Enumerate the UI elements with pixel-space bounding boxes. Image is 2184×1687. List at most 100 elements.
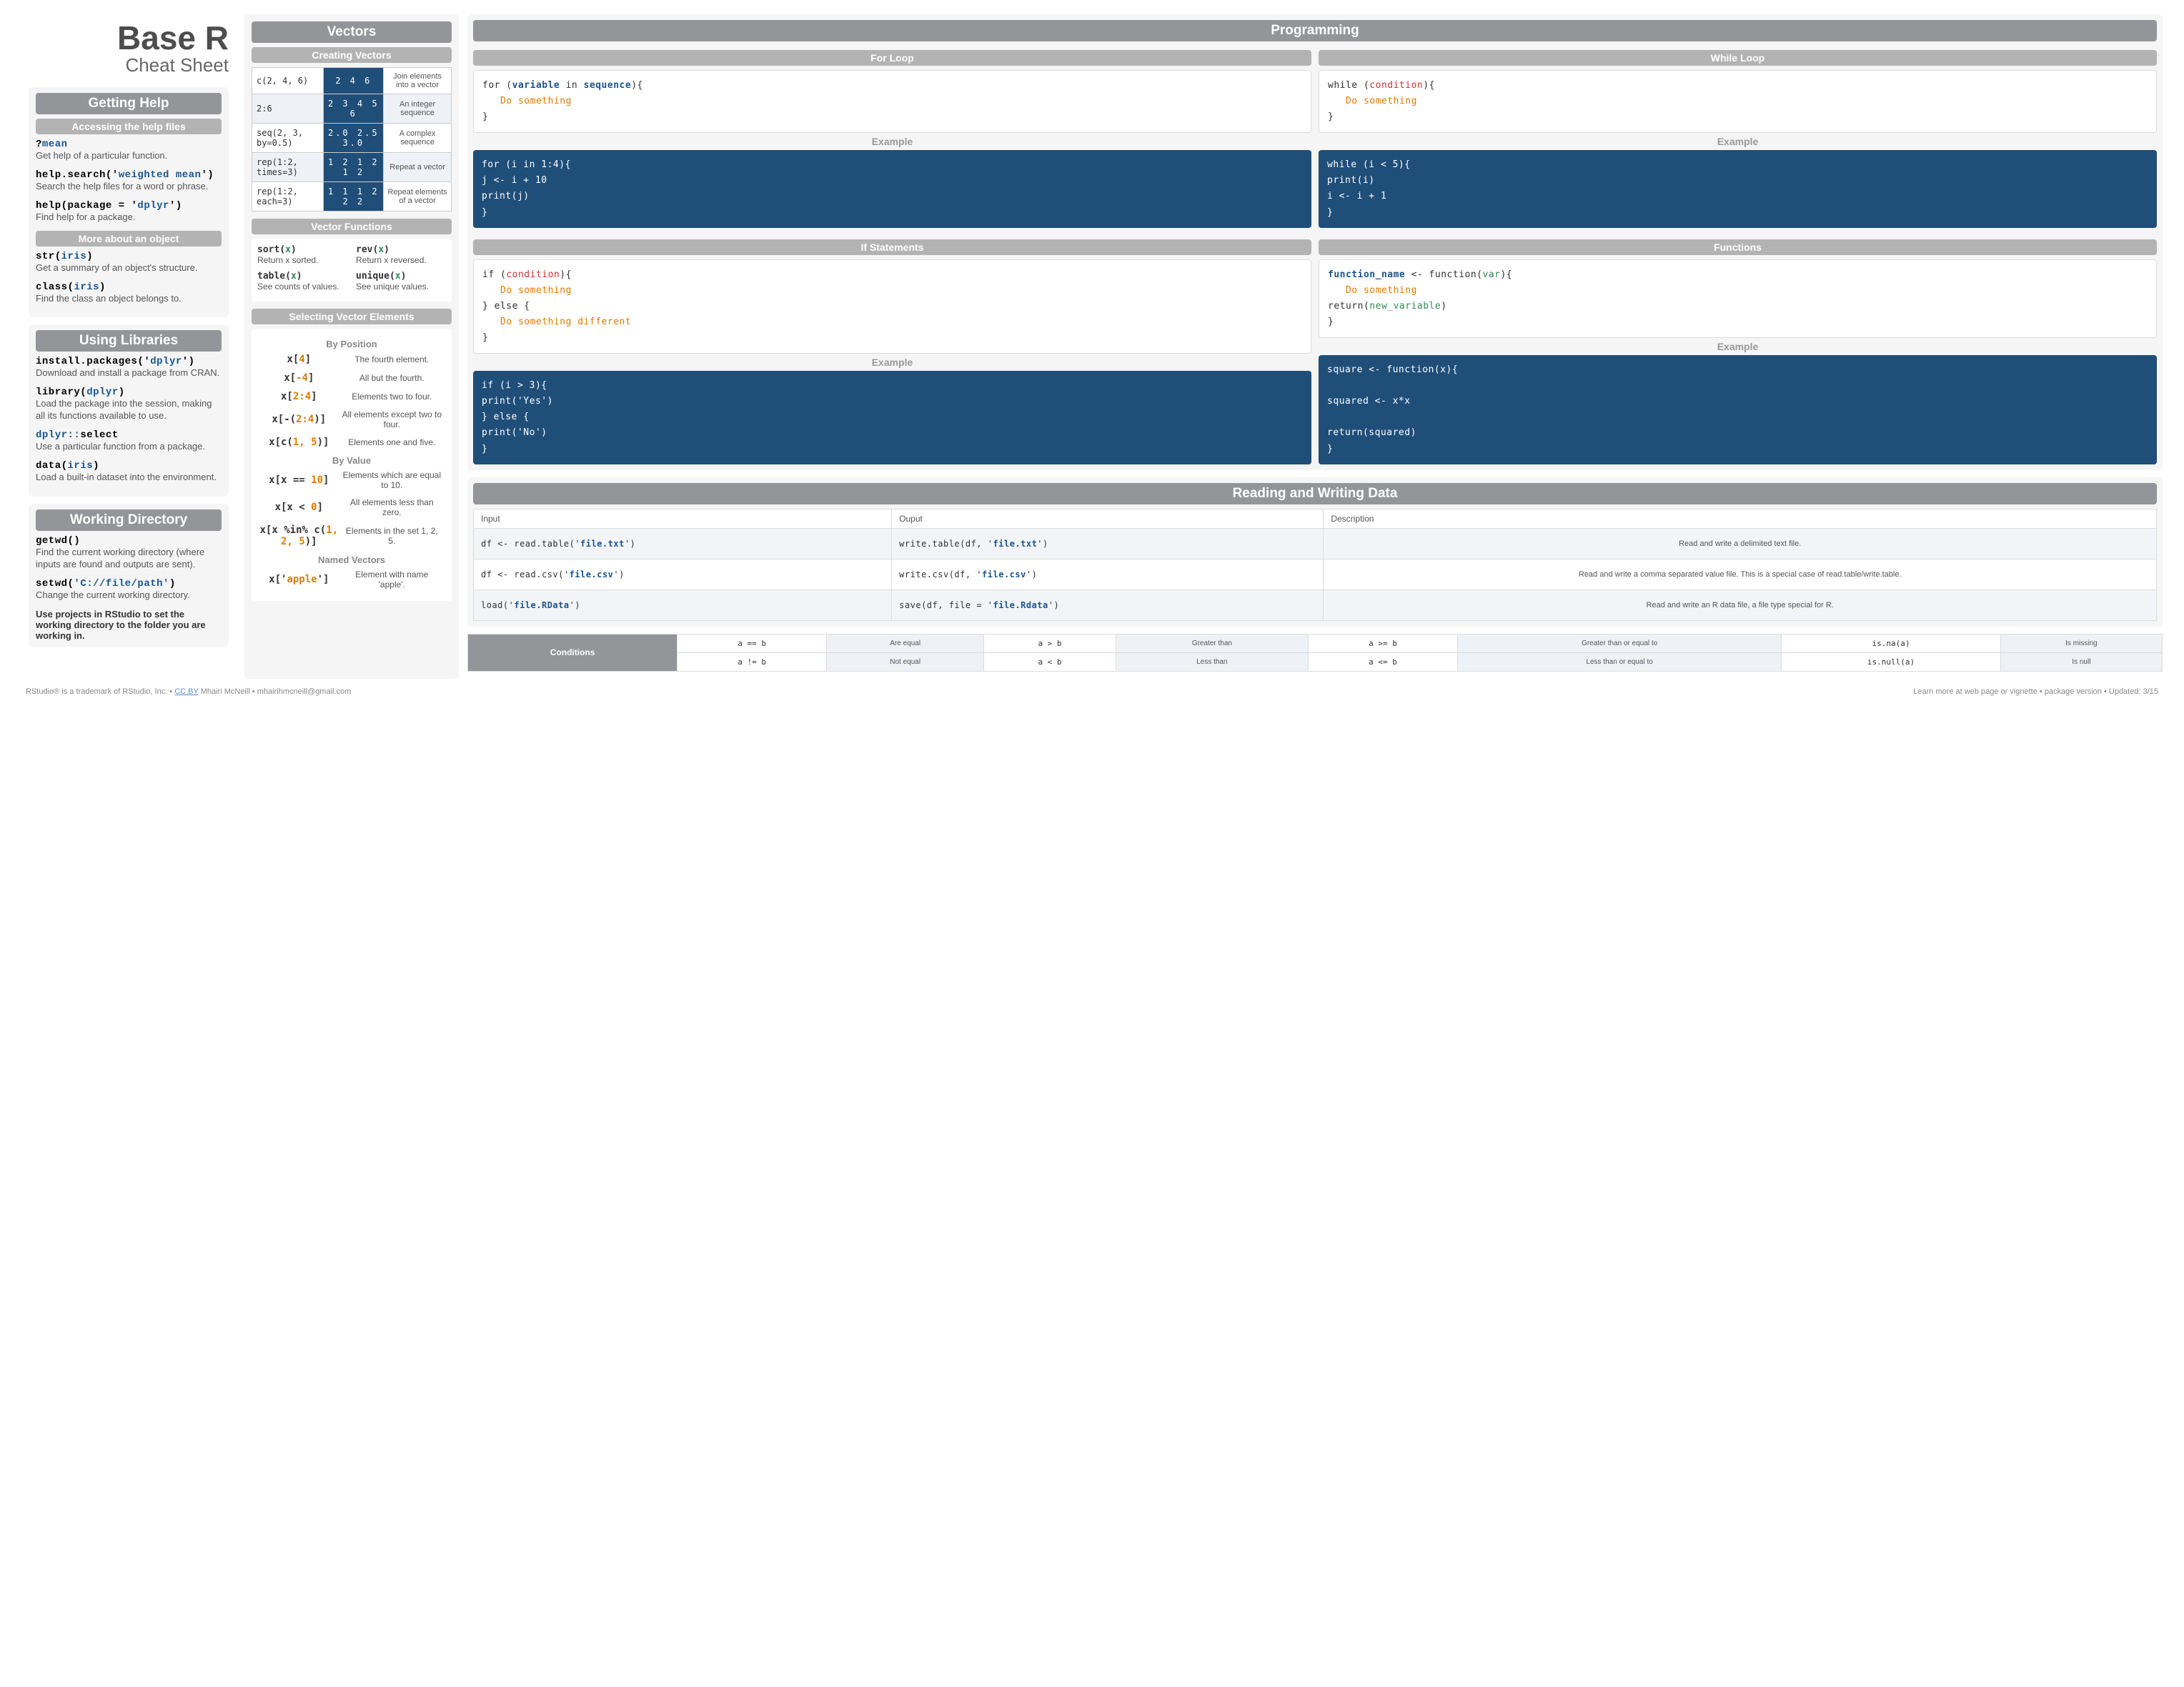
vfunc-code: unique(x) <box>356 271 446 282</box>
vector-funcs-header: Vector Functions <box>252 219 452 234</box>
vfunc-code: sort(x) <box>257 244 347 255</box>
footer: RStudio® is a trademark of RStudio, Inc.… <box>21 687 2163 696</box>
vfunc-desc: Return x sorted. <box>257 255 347 265</box>
io-desc: Read and write a delimited text file. <box>1324 528 2157 559</box>
libs-header: Using Libraries <box>36 330 222 352</box>
vector-funcs-grid: sort(x) Return x sorted. rev(x) Return x … <box>252 239 452 302</box>
cond-op: a != b <box>677 652 827 671</box>
cond-op: a >= b <box>1309 634 1458 652</box>
cond-desc: Greater than or equal to <box>1457 634 1781 652</box>
cond-op: is.null(a) <box>1782 652 2000 671</box>
vectors-header: Vectors <box>252 21 452 43</box>
func-example: square <- function(x){ squared <- x*x re… <box>1319 355 2157 464</box>
getting-help-panel: Getting Help Accessing the help files ?m… <box>29 87 229 317</box>
io-output: write.csv(df, 'file.csv') <box>892 559 1324 589</box>
cond-desc: Less than <box>1116 652 1308 671</box>
if-example: if (i > 3){ print('Yes')} else { print('… <box>473 371 1311 464</box>
vtable-out: 2.0 2.5 3.0 <box>324 124 384 153</box>
vtable-desc: Repeat a vector <box>384 153 452 182</box>
cond-op: a == b <box>677 634 827 652</box>
sel-code: x[c(1, 5)] <box>256 437 342 448</box>
io-header: Reading and Writing Data <box>473 483 2157 504</box>
vfunc-desc: Return x reversed. <box>356 255 446 265</box>
vtable-desc: An integer sequence <box>384 94 452 124</box>
vfunc-code: rev(x) <box>356 244 446 255</box>
sel-desc: Elements one and five. <box>342 437 447 447</box>
help-header: Getting Help <box>36 93 222 114</box>
wd-panel: Working Directory getwd() Find the curre… <box>29 504 229 647</box>
io-output: write.table(df, 'file.txt') <box>892 528 1324 559</box>
vtable-out: 1 2 1 2 1 2 <box>324 153 384 182</box>
create-vectors-table: c(2, 4, 6) 2 4 6 Join elements into a ve… <box>252 67 452 212</box>
io-panel: Reading and Writing Data Input Ouput Des… <box>467 477 2163 627</box>
vtable-desc: Join elements into a vector <box>384 68 452 94</box>
conditions-panel: Conditionsa == bAre equala > bGreater th… <box>467 634 2163 672</box>
vectors-column: Vectors Creating Vectors c(2, 4, 6) 2 4 … <box>244 14 459 679</box>
cond-desc: Greater than <box>1116 634 1308 652</box>
sel-code: x[x %in% c(1, 2, 5)] <box>256 524 342 547</box>
vtable-code: rep(1:2, each=3) <box>252 182 324 212</box>
sel-desc: The fourth element. <box>342 354 447 364</box>
sel-code: x[-4] <box>256 372 342 384</box>
vtable-code: rep(1:2, times=3) <box>252 153 324 182</box>
vfunc-code: table(x) <box>257 271 347 282</box>
sel-desc: All elements except two to four. <box>342 409 447 429</box>
if-template: if (condition){ Do something } else { Do… <box>473 259 1311 354</box>
select-header: Selecting Vector Elements <box>252 309 452 324</box>
cc-link[interactable]: CC BY <box>174 687 198 696</box>
for-example: for (i in 1:4){ j <- i + 10 print(j)} <box>473 150 1311 227</box>
io-input: df <- read.table('file.txt') <box>474 528 892 559</box>
vfunc-desc: See unique values. <box>356 282 446 292</box>
vtable-desc: A complex sequence <box>384 124 452 153</box>
vtable-code: seq(2, 3, by=0.5) <box>252 124 324 153</box>
vtable-out: 2 4 6 <box>324 68 384 94</box>
io-input: load('file.RData') <box>474 589 892 620</box>
more-header: More about an object <box>36 231 222 247</box>
cond-desc: Not equal <box>827 652 984 671</box>
sel-code: x[x < 0] <box>256 502 342 513</box>
io-output: save(df, file = 'file.Rdata') <box>892 589 1324 620</box>
while-example: while (i < 5){ print(i) i <- i + 1} <box>1319 150 2157 227</box>
sel-code: x[4] <box>256 354 342 365</box>
vtable-out: 1 1 1 2 2 2 <box>324 182 384 212</box>
cond-desc: Are equal <box>827 634 984 652</box>
sel-code: x[2:4] <box>256 391 342 402</box>
title-block: Base R Cheat Sheet <box>29 21 229 76</box>
func-template: function_name <- function(var){ Do somet… <box>1319 259 2157 338</box>
sel-code: x[x == 10] <box>256 474 342 486</box>
prog-header: Programming <box>473 20 2157 41</box>
conditions-table: Conditionsa == bAre equala > bGreater th… <box>467 634 2163 672</box>
while-template: while (condition){ Do something } <box>1319 70 2157 133</box>
vtable-desc: Repeat elements of a vector <box>384 182 452 212</box>
programming-panel: Programming For Loop for (variable in se… <box>467 14 2163 470</box>
page-subtitle: Cheat Sheet <box>29 54 229 76</box>
vtable-code: 2:6 <box>252 94 324 124</box>
cond-desc: Is missing <box>2000 634 2162 652</box>
io-desc: Read and write a comma separated value f… <box>1324 559 2157 589</box>
sel-code: x[-(2:4)] <box>256 414 342 425</box>
cond-op: is.na(a) <box>1782 634 2000 652</box>
sel-desc: All but the fourth. <box>342 373 447 383</box>
cond-op: a > b <box>984 634 1116 652</box>
access-header: Accessing the help files <box>36 119 222 134</box>
io-input: df <- read.csv('file.csv') <box>474 559 892 589</box>
sel-desc: Elements two to four. <box>342 392 447 402</box>
cond-op: a < b <box>984 652 1116 671</box>
vtable-out: 2 3 4 5 6 <box>324 94 384 124</box>
sel-desc: Elements in the set 1, 2, 5. <box>342 526 447 546</box>
cond-op: a <= b <box>1309 652 1458 671</box>
sel-desc: Elements which are equal to 10. <box>342 470 447 490</box>
vtable-code: c(2, 4, 6) <box>252 68 324 94</box>
wd-header: Working Directory <box>36 509 222 531</box>
conditions-label: Conditions <box>468 634 677 671</box>
cond-desc: Less than or equal to <box>1457 652 1781 671</box>
vfunc-desc: See counts of values. <box>257 282 347 292</box>
cond-desc: Is null <box>2000 652 2162 671</box>
for-template: for (variable in sequence){ Do something… <box>473 70 1311 133</box>
io-desc: Read and write an R data file, a file ty… <box>1324 589 2157 620</box>
page-title: Base R <box>29 21 229 54</box>
wd-note: Use projects in RStudio to set the worki… <box>36 609 222 641</box>
io-table: Input Ouput Description df <- read.table… <box>473 509 2157 621</box>
libraries-panel: Using Libraries install.packages('dplyr'… <box>29 324 229 496</box>
create-vectors-header: Creating Vectors <box>252 47 452 63</box>
